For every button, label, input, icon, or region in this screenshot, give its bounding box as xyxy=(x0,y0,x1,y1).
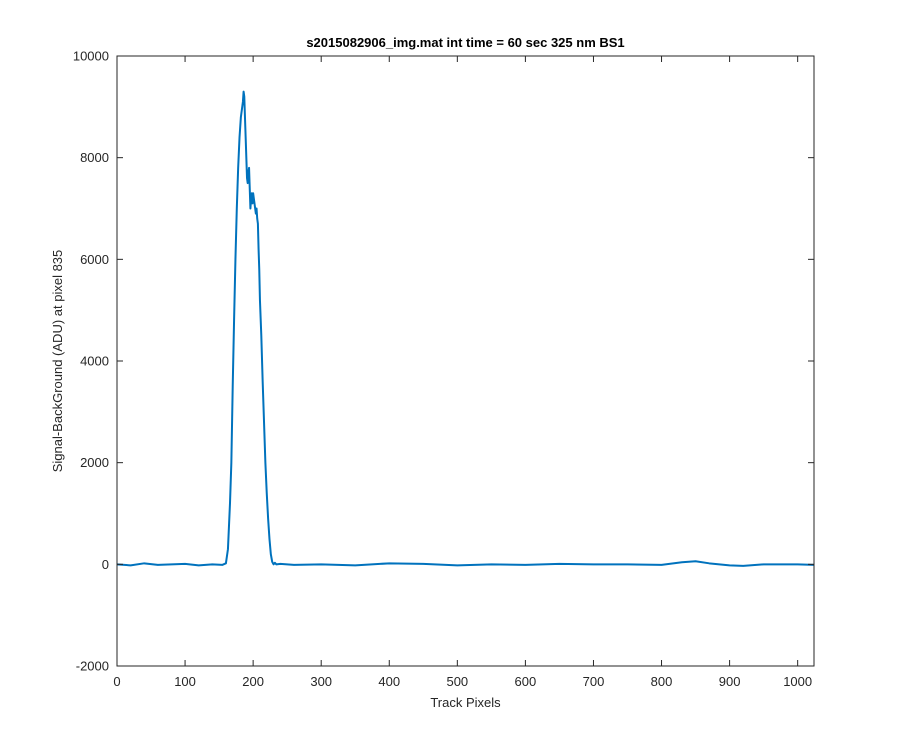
x-tick-label: 900 xyxy=(719,674,741,689)
x-tick-label: 200 xyxy=(242,674,264,689)
tick-layer: 0 100 200 300 400 500 600 700 800 900 1000 -2000 0 20… xyxy=(73,49,814,689)
chart-title: s2015082906_img.mat int time = 60 sec 32… xyxy=(306,35,624,50)
x-tick-label: 700 xyxy=(583,674,605,689)
y-tick-label: 2000 xyxy=(80,455,109,470)
y-tick-label: 4000 xyxy=(80,354,109,369)
series-line-0 xyxy=(116,90,815,567)
x-tick-label: 300 xyxy=(310,674,332,689)
x-tick-label: 500 xyxy=(446,674,468,689)
y-tick-label: 8000 xyxy=(80,150,109,165)
x-tick-label: 800 xyxy=(651,674,673,689)
y-tick-label: 0 xyxy=(102,557,109,572)
y-tick-label: 10000 xyxy=(73,49,109,64)
y-tick-label: 6000 xyxy=(80,252,109,267)
x-tick-label: 400 xyxy=(378,674,400,689)
x-tick-label: 1000 xyxy=(783,674,812,689)
x-tick-label: 100 xyxy=(174,674,196,689)
series-layer xyxy=(116,90,815,567)
plot-background xyxy=(117,56,814,666)
y-axis-label: Signal-BackGround (ADU) at pixel 835 xyxy=(50,250,65,473)
x-tick-label: 0 xyxy=(113,674,120,689)
x-tick-label: 600 xyxy=(515,674,537,689)
y-tick-label: -2000 xyxy=(76,659,109,674)
x-axis-label: Track Pixels xyxy=(430,695,501,710)
